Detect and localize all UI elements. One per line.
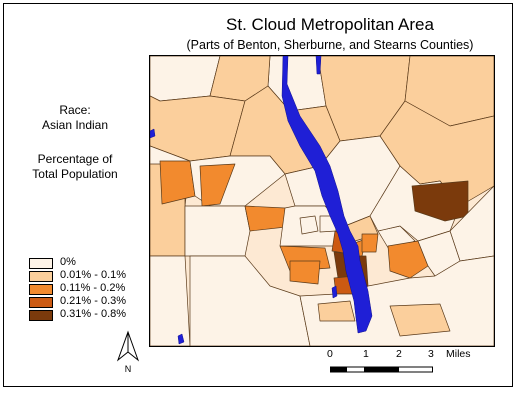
figure-frame [3, 3, 513, 387]
north-arrow: N [114, 330, 142, 376]
tract [389, 303, 451, 337]
tract [411, 180, 469, 222]
scale-tick-label: 0 [327, 348, 333, 360]
river-island [315, 56, 322, 75]
tract [184, 205, 251, 257]
north-arrow-icon [116, 330, 140, 362]
map-canvas [150, 56, 494, 346]
lake [331, 285, 338, 299]
legend-label: 0% [60, 256, 76, 268]
race-label: Race: [59, 103, 91, 117]
tract [387, 240, 429, 279]
scale-bar-graphic [330, 366, 433, 373]
legend-label: 0.01% - 0.1% [60, 269, 127, 281]
tract [299, 215, 319, 235]
scale-tick-label: 1 [363, 348, 369, 360]
scale-tick-label: 2 [396, 348, 402, 360]
tract [361, 233, 379, 253]
legend-label: 0.11% - 0.2% [60, 282, 126, 294]
measure-label-line2: Total Population [32, 167, 118, 181]
legend-swatch [29, 271, 53, 282]
map-subtitle: (Parts of Benton, Sherburne, and Stearns… [186, 38, 474, 52]
legend-swatch [29, 310, 53, 321]
choropleth-map [149, 55, 495, 347]
legend-swatch [29, 297, 53, 308]
measure-label-line1: Percentage of [37, 152, 113, 166]
tract [199, 163, 236, 207]
lake [150, 128, 156, 139]
tract [317, 300, 356, 322]
lake [177, 333, 185, 345]
tract [150, 56, 221, 102]
legend-swatch [29, 258, 53, 269]
north-label: N [124, 364, 132, 374]
tract [289, 260, 321, 285]
scale-unit: Miles [446, 348, 471, 360]
race-value: Asian Indian [41, 118, 109, 132]
scale-tick-label: 3 [428, 348, 434, 360]
mississippi-river [281, 56, 373, 334]
tract [159, 160, 196, 205]
map-title: St. Cloud Metropolitan Area [226, 15, 434, 34]
tract [150, 255, 191, 346]
legend-label: 0.21% - 0.3% [60, 295, 127, 307]
legend-label: 0.31% - 0.8% [60, 308, 127, 320]
legend-swatch [29, 284, 53, 295]
scale-bar: 0 1 2 3 Miles [320, 348, 480, 378]
